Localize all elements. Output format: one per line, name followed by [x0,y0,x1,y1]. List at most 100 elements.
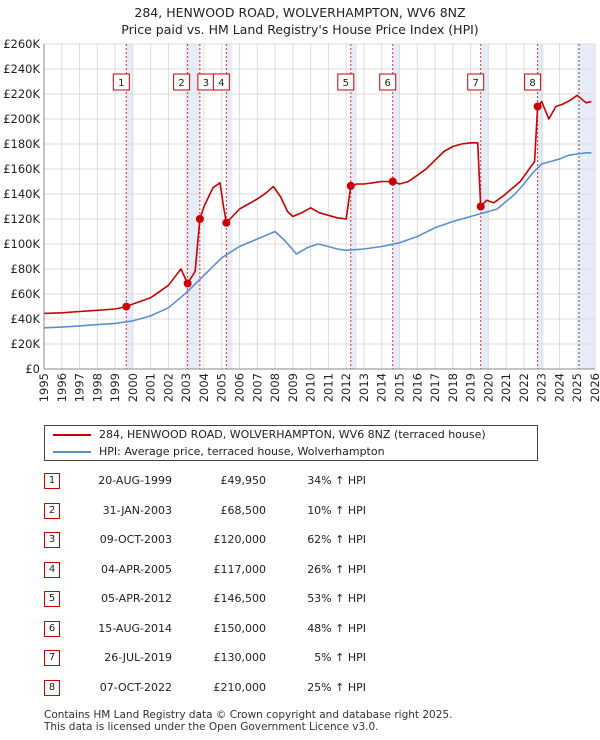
sale-row: 4 04-APR-2005 £117,000 26% ↑ HPI [44,559,574,581]
x-tick-label: 2020 [481,373,495,402]
series-line-hpi [43,152,592,329]
sale-number-label: 8 [529,78,535,89]
sale-number-badge: 6 [44,620,60,637]
x-tick-label: 2019 [464,373,478,402]
y-tick-label: £160K [3,162,40,176]
x-tick-label: 1995 [37,373,51,402]
sale-date: 05-APR-2012 [100,592,172,605]
sale-number-badge: 2 [44,502,60,519]
sale-number-badge: 4 [44,561,60,578]
x-tick-label: 2021 [499,373,513,402]
x-tick-label: 2002 [161,373,175,402]
sale-period-shading [350,44,357,369]
sale-period-shading [579,44,595,369]
x-tick-label: 1997 [73,373,87,402]
x-tick-label: 2003 [179,373,193,402]
sale-number-badge: 8 [44,679,60,696]
sale-price: £146,500 [213,592,267,605]
y-tick-label: £180K [3,137,40,151]
x-tick-label: 2000 [126,373,140,402]
legend-swatch-hpi [53,451,91,453]
y-tick-label: £0 [25,362,40,376]
sale-number-label: 4 [218,78,224,89]
footer-line-2: This data is licensed under the Open Gov… [44,721,379,733]
sale-row: 1 20-AUG-1999 £49,950 34% ↑ HPI [44,470,574,492]
x-tick-label: 2011 [321,373,335,402]
y-tick-label: £120K [3,212,40,226]
sale-period-shading [226,44,233,369]
sale-number-box [337,73,355,91]
sale-price: £49,950 [220,474,267,487]
sale-number-label: 2 [178,78,184,89]
sale-period-shading [537,44,544,369]
sale-row: 5 05-APR-2012 £146,500 53% ↑ HPI [44,588,574,610]
y-tick-label: £260K [3,37,40,51]
sale-number-label: 1 [118,78,124,89]
footer-line-1: Contains HM Land Registry data © Crown c… [44,709,453,721]
sale-period-shading [392,44,400,369]
sale-point [388,177,397,186]
legend-item-property: 284, HENWOOD ROAD, WOLVERHAMPTON, WV6 8N… [45,426,537,444]
sale-date: 20-AUG-1999 [98,474,172,487]
y-tick-label: £240K [3,62,40,76]
sale-number-badge: 5 [44,591,60,607]
x-tick-label: 2013 [357,373,371,402]
sale-number-label: 5 [343,78,349,89]
x-tick-label: 2026 [588,373,600,402]
sale-price: £120,000 [213,533,267,546]
x-tick-label: 2012 [339,373,353,402]
sale-number-badge: 1 [44,473,60,489]
sale-number-box [524,73,542,91]
sale-hpi-change: 5% ↑ HPI [314,651,366,664]
sale-price: £210,000 [213,680,267,694]
sale-number-box [173,73,191,91]
legend-label-hpi: HPI: Average price, terraced house, Wolv… [99,445,385,458]
y-tick-label: £220K [3,87,40,101]
sale-row: 2 31-JAN-2003 £68,500 10% ↑ HPI [44,500,574,522]
sale-row: 6 15-AUG-2014 £150,000 48% ↑ HPI [44,618,574,640]
sale-hpi-change: 53% ↑ HPI [307,592,366,605]
x-tick-label: 2016 [410,373,424,402]
sale-point [195,215,204,223]
y-tick-label: £60K [11,287,41,301]
sale-number-label: 3 [203,78,209,89]
x-tick-label: 2006 [233,373,247,402]
y-tick-label: £80K [11,262,41,276]
x-tick-label: 2015 [392,373,406,402]
sale-row: 7 26-JUL-2019 £130,000 5% ↑ HPI [44,647,574,669]
sale-period-shading [126,44,133,369]
sale-number-label: 6 [385,78,391,89]
sale-price: £68,500 [220,503,267,517]
sale-hpi-change: 26% ↑ HPI [307,562,366,576]
legend-label-property: 284, HENWOOD ROAD, WOLVERHAMPTON, WV6 8N… [99,428,486,441]
y-tick-label: £20K [11,337,41,351]
x-tick-label: 1996 [55,373,69,402]
sale-price: £130,000 [213,651,267,664]
x-tick-label: 2009 [286,373,300,402]
sale-point [122,302,131,311]
sale-point [476,202,485,211]
x-tick-label: 2004 [197,373,211,402]
sale-date: 31-JAN-2003 [102,503,172,517]
sale-row: 8 07-OCT-2022 £210,000 25% ↑ HPI [44,677,574,699]
y-tick-label: £200K [3,112,40,126]
legend-swatch-property [53,434,91,436]
chart-subtitle: Price paid vs. HM Land Registry's House … [121,22,479,37]
x-tick-label: 2010 [304,373,318,402]
sale-point [346,181,355,190]
sale-number-box [112,73,130,91]
sale-number-box [467,73,485,91]
price-chart: 1 2 3 4 5 6 7 8 £0 £20K £40K £60K £80K £100K £120K £140… [3,37,600,402]
x-tick-label: 1999 [108,373,122,402]
x-tick-label: 2022 [517,373,531,402]
x-tick-label: 2005 [215,373,229,402]
x-tick-label: 2001 [144,373,158,402]
x-tick-label: 1998 [90,373,104,402]
sale-number-badge: 7 [44,650,60,666]
sale-date: 26-JUL-2019 [104,651,172,664]
chart-title-block: 284, HENWOOD ROAD, WOLVERHAMPTON, WV6 8N… [0,4,600,38]
x-tick-label: 2023 [535,373,549,402]
y-tick-label: £140K [3,187,40,201]
plot-area [44,44,595,369]
sale-hpi-change: 10% ↑ HPI [307,503,366,517]
